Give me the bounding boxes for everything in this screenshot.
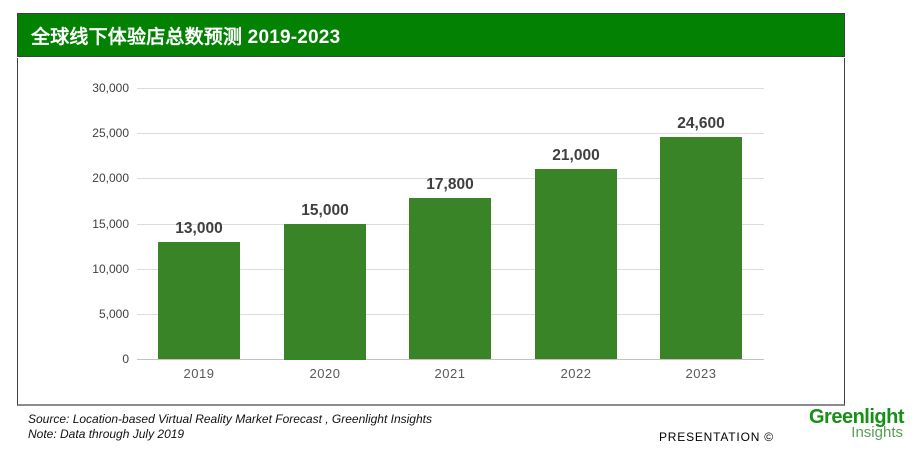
source-note: Source: Location-based Virtual Reality M… xyxy=(28,412,432,442)
bar-2022 xyxy=(535,169,617,359)
logo-greenlight-text: Greenlight xyxy=(808,406,905,428)
greenlight-insights-logo: Greenlight Insights xyxy=(808,406,905,441)
y-tick-label: 20,000 xyxy=(92,171,129,185)
bar-value-label: 15,000 xyxy=(301,202,349,219)
x-tick-label: 2023 xyxy=(685,366,717,381)
x-tick-label: 2022 xyxy=(560,366,592,381)
gridline xyxy=(137,88,764,89)
y-tick-label: 0 xyxy=(122,352,129,366)
bar-2019 xyxy=(158,242,240,359)
bar-value-label: 21,000 xyxy=(552,147,600,164)
note-line: Note: Data through July 2019 xyxy=(28,427,185,441)
y-tick-label: 25,000 xyxy=(92,126,129,140)
logo-insights-text: Insights xyxy=(851,424,903,441)
bar-value-label: 13,000 xyxy=(175,220,223,237)
chart-title: 全球线下体验店总数预测 2019-2023 xyxy=(31,26,341,48)
bar-2021 xyxy=(409,198,491,359)
x-tick-label: 2020 xyxy=(309,366,341,381)
y-tick-label: 5,000 xyxy=(98,307,129,321)
bar-2020 xyxy=(284,224,366,360)
source-line: Source: Location-based Virtual Reality M… xyxy=(28,412,432,426)
gridline xyxy=(137,178,764,179)
x-axis-line xyxy=(137,359,764,360)
presentation-label: PRESENTATION © xyxy=(659,430,774,444)
chart-title-bar: 全球线下体验店总数预测 2019-2023 xyxy=(17,13,845,57)
x-tick-label: 2021 xyxy=(434,366,466,381)
bar-value-label: 17,800 xyxy=(426,176,474,193)
y-tick-label: 15,000 xyxy=(92,217,129,231)
gridline xyxy=(137,133,764,134)
x-tick-label: 2019 xyxy=(183,366,215,381)
bar-value-label: 24,600 xyxy=(677,115,725,132)
bar-chart: 0 5,000 10,000 15,000 20,000 25,000 30,000 13,… xyxy=(17,58,845,406)
y-tick-label: 10,000 xyxy=(92,262,129,276)
y-tick-label: 30,000 xyxy=(92,81,129,95)
bar-2023 xyxy=(660,137,742,359)
